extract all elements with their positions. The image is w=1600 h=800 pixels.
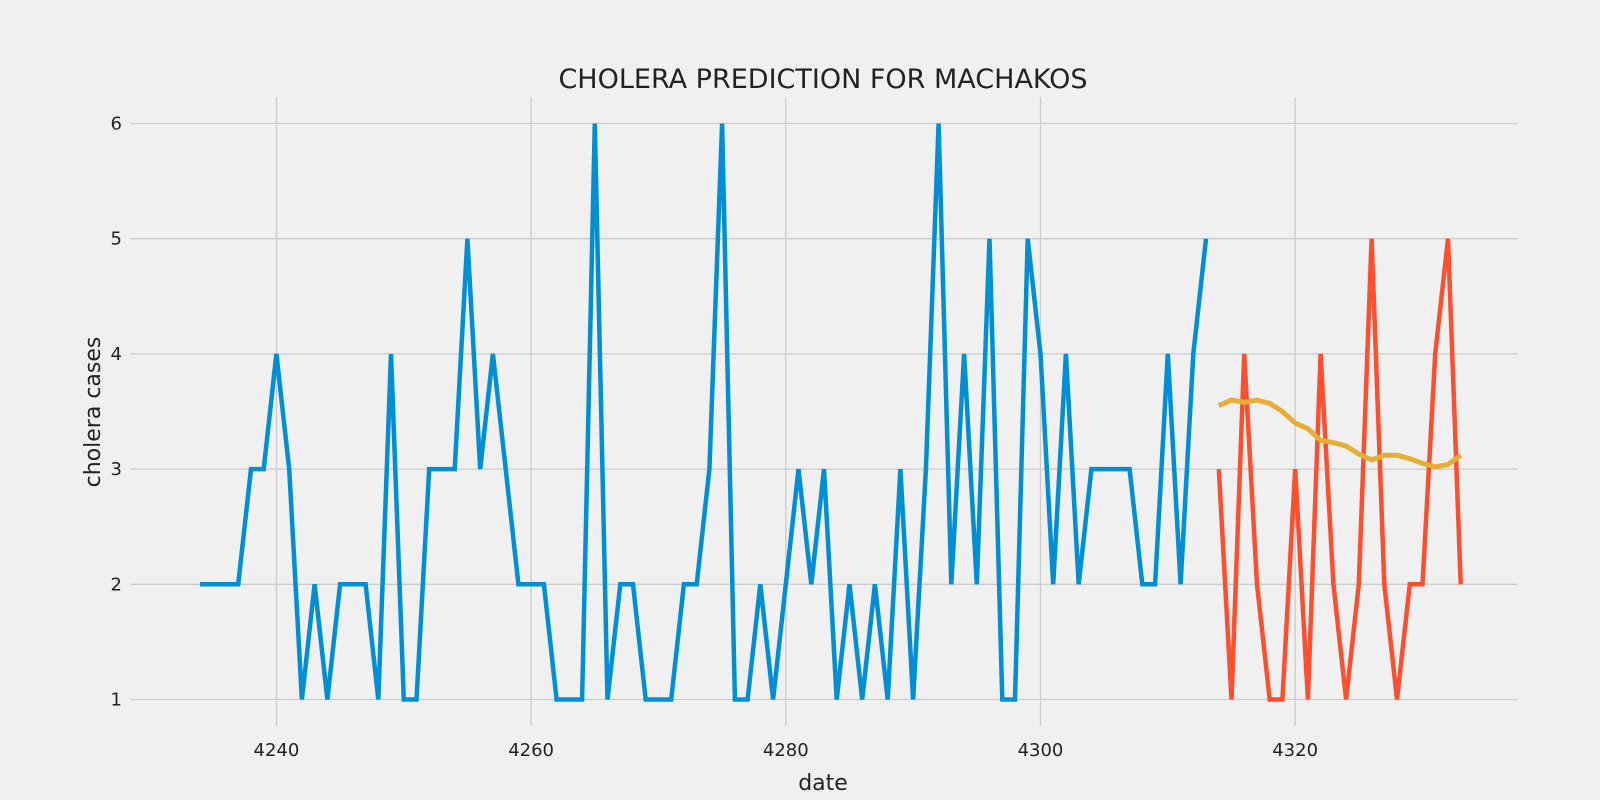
x-tick-label: 4260 xyxy=(508,740,554,761)
x-tick-label: 4240 xyxy=(254,740,300,761)
series-line-3 xyxy=(1217,397,1463,470)
x-tick-label: 4280 xyxy=(763,740,809,761)
x-axis-label: date xyxy=(798,771,848,796)
x-tick-labels: 4240 4260 4280 4300 4320 xyxy=(254,740,1319,761)
series-line-1 xyxy=(200,123,1209,702)
x-tick-label: 4320 xyxy=(1272,740,1318,761)
y-tick-label: 5 xyxy=(111,229,122,250)
x-tick-label: 4300 xyxy=(1018,740,1064,761)
y-tick-label: 6 xyxy=(111,113,122,134)
series-lines xyxy=(200,123,1463,702)
y-tick-label: 1 xyxy=(111,690,122,711)
y-tick-label: 2 xyxy=(111,574,122,595)
chart-title: CHOLERA PREDICTION FOR MACHAKOS xyxy=(558,64,1087,95)
series-line-2 xyxy=(1216,238,1463,702)
y-tick-labels: 1 2 3 4 5 6 xyxy=(111,113,122,710)
y-tick-label: 4 xyxy=(111,344,122,365)
y-tick-label: 3 xyxy=(111,459,122,480)
y-axis-label: cholera cases xyxy=(81,337,106,488)
